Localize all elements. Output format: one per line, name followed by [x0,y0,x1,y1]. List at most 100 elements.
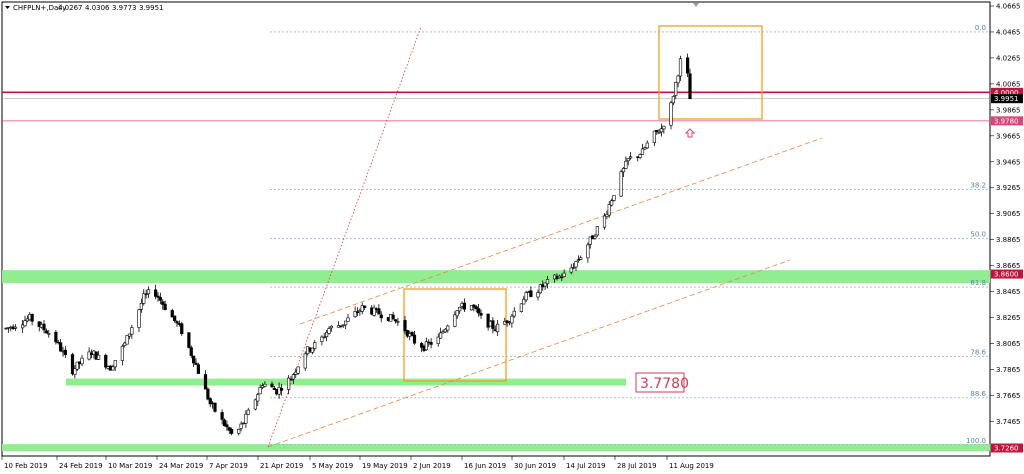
candle-body[interactable] [363,305,367,308]
candle-body[interactable] [671,96,675,104]
candle-body[interactable] [510,315,514,324]
candle-body[interactable] [146,289,151,295]
channel-upper-line[interactable] [299,137,823,325]
candle-body[interactable] [125,335,129,345]
candle-body[interactable] [538,284,542,294]
candle-body[interactable] [477,308,481,314]
candle-body[interactable] [638,154,642,158]
callout-box[interactable] [635,372,685,393]
candle-body[interactable] [272,388,276,390]
candle-body[interactable] [605,214,609,217]
candle-body[interactable] [206,388,210,400]
support-zone-0[interactable] [2,270,990,284]
candle-body[interactable] [393,319,398,322]
candle-body[interactable] [263,383,267,387]
candle-body[interactable] [277,387,281,395]
candle-body[interactable] [111,366,115,371]
candle-body[interactable] [602,215,607,228]
candle-body[interactable] [291,374,295,380]
candle-body[interactable] [244,413,248,424]
candle-body[interactable] [144,293,148,295]
price-label-box-4[interactable] [991,443,1023,453]
candle-body[interactable] [403,320,407,332]
candle-body[interactable] [659,128,664,133]
up-arrow-icon[interactable] [684,128,696,138]
price-label-box-3[interactable] [991,269,1023,279]
price-label-box-2[interactable] [991,116,1023,126]
candle-body[interactable] [512,310,516,317]
candle-body[interactable] [443,328,447,333]
candle-body[interactable] [396,321,400,323]
candle-body[interactable] [657,132,661,134]
candle-body[interactable] [97,354,101,360]
candle-body[interactable] [486,313,490,328]
candle-body[interactable] [344,320,348,326]
candle-body[interactable] [21,324,25,329]
candle-body[interactable] [253,399,257,410]
candle-body[interactable] [87,351,91,360]
candle-body[interactable] [588,236,592,245]
candle-body[interactable] [47,333,51,335]
candle-body[interactable] [194,362,198,365]
candle-body[interactable] [23,320,27,327]
candle-body[interactable] [619,171,623,197]
candle-body[interactable] [610,200,614,206]
candle-body[interactable] [669,102,673,126]
candle-body[interactable] [496,323,500,333]
candle-body[interactable] [595,226,599,236]
candle-body[interactable] [424,341,428,351]
candle-body[interactable] [163,303,167,310]
candle-body[interactable] [170,310,174,318]
candle-body[interactable] [189,347,193,356]
candle-body[interactable] [120,345,124,361]
symbol-menu-icon[interactable] [5,6,10,9]
candle-body[interactable] [196,364,200,374]
candle-body[interactable] [519,303,523,312]
candle-body[interactable] [412,334,417,344]
candle-body[interactable] [213,402,217,412]
candle-body[interactable] [629,156,633,159]
candle-body[interactable] [474,306,478,310]
candle-body[interactable] [287,377,291,390]
candle-body[interactable] [674,82,678,96]
candle-body[interactable] [225,424,229,428]
candle-body[interactable] [327,328,331,334]
candle-body[interactable] [360,305,364,312]
candle-body[interactable] [505,320,509,323]
candle-body[interactable] [479,312,483,316]
candle-body[interactable] [678,58,683,77]
candle-body[interactable] [296,366,300,374]
candle-body[interactable] [237,429,241,434]
candle-body[interactable] [355,311,360,313]
candle-body[interactable] [142,293,146,304]
candle-body[interactable] [270,383,274,388]
candle-body[interactable] [353,311,357,318]
candle-body[interactable] [158,297,162,301]
candle-body[interactable] [676,75,680,84]
candle-body[interactable] [139,302,143,310]
candle-body[interactable] [13,326,18,329]
candle-body[interactable] [574,261,578,268]
candle-body[interactable] [652,130,656,143]
candle-body[interactable] [446,325,450,331]
candle-body[interactable] [455,310,459,317]
candle-body[interactable] [562,272,566,277]
candle-body[interactable] [192,355,196,364]
candle-body[interactable] [230,428,234,434]
candle-body[interactable] [325,332,329,338]
candle-body[interactable] [63,349,67,355]
candle-body[interactable] [462,302,466,310]
candle-body[interactable] [543,282,547,287]
candle-body[interactable] [545,279,550,284]
candle-body[interactable] [453,314,457,327]
candle-body[interactable] [180,323,184,334]
channel-lower-line[interactable] [267,259,791,448]
candle-body[interactable] [246,409,250,415]
price-label-box-1[interactable] [991,94,1023,104]
candle-body[interactable] [222,419,227,427]
candle-body[interactable] [391,314,395,320]
candle-body[interactable] [54,331,58,343]
candle-body[interactable] [75,361,79,370]
candle-body[interactable] [429,342,433,345]
